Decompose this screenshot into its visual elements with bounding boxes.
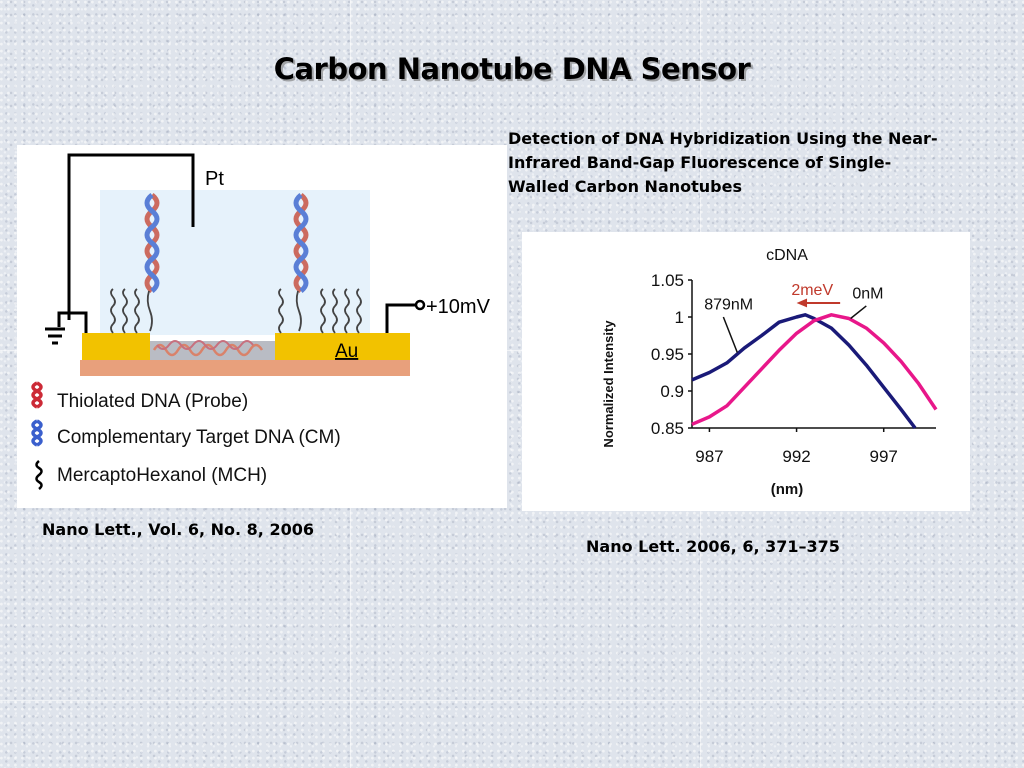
- pt-wire: [67, 153, 195, 320]
- x-axis-label: (nm): [771, 481, 804, 498]
- solution-region: [100, 190, 370, 335]
- black-squiggle-icon: [35, 460, 43, 490]
- y-axis-label: Normalized Intensity: [601, 320, 616, 448]
- substrate-layer: [80, 360, 410, 376]
- x-tick-label: 997: [870, 447, 898, 466]
- chart-axes: 0.85 0.9 0.95 1 1.05 987 992 997: [651, 271, 936, 466]
- gold-electrode-right: [275, 333, 410, 360]
- mch-group-left: [110, 288, 140, 334]
- x-tick-label: 992: [782, 447, 810, 466]
- series-label-0nM: 0nM: [852, 286, 883, 303]
- y-tick-label: 0.9: [660, 382, 684, 401]
- legend: Thiolated DNA (Probe) Complementary Targ…: [31, 381, 341, 490]
- sensor-diagram-panel: Pt +10mV Au: [17, 145, 507, 508]
- pt-label: Pt: [205, 168, 224, 190]
- nanotube-dna-wrap: [156, 340, 254, 350]
- series-line-0nM: [691, 313, 938, 426]
- red-helix-icon: [31, 381, 43, 409]
- chart-lines: [691, 298, 938, 430]
- ground-wire: [57, 311, 88, 333]
- fluorescence-chart-panel: cDNA Normalized Intensity (nm) 0.85 0.9 0.…: [522, 232, 970, 511]
- voltage-wire: [385, 303, 415, 333]
- left-caption: Nano Lett., Vol. 6, No. 8, 2006: [42, 520, 314, 539]
- shift-annotation: 2meV: [791, 282, 833, 299]
- shift-arrow-head-icon: [796, 298, 808, 308]
- y-tick-label: 1.05: [651, 271, 684, 290]
- pointer-line: [850, 305, 867, 320]
- dna-helix-right: [293, 193, 309, 332]
- legend-label: Complementary Target DNA (CM): [57, 427, 341, 448]
- y-tick-label: 0.95: [651, 345, 684, 364]
- legend-label: Thiolated DNA (Probe): [57, 391, 248, 412]
- voltage-label: +10mV: [426, 296, 491, 318]
- description-line: Detection of DNA Hybridization Using the…: [508, 129, 938, 148]
- description-line: Infrared Band-Gap Fluorescence of Single…: [508, 153, 892, 172]
- slide-title: Carbon Nanotube DNA Sensor: [273, 52, 751, 86]
- y-tick-label: 0.85: [651, 419, 684, 438]
- nanotube-dna-wrap: [152, 343, 264, 357]
- background-tile-line: [0, 350, 1024, 351]
- series-line-879nM: [691, 313, 917, 430]
- description: Detection of DNA Hybridization Using the…: [508, 127, 1008, 199]
- series-label-879nM: 879nM: [704, 297, 753, 314]
- fluorescence-chart: cDNA Normalized Intensity (nm) 0.850.90.…: [601, 247, 938, 498]
- pointer-line: [722, 316, 739, 353]
- sensor-diagram: Pt +10mV Au: [31, 153, 491, 490]
- dna-helix-left: [144, 193, 160, 332]
- description-line: Walled Carbon Nanotubes: [508, 177, 742, 196]
- gold-electrode-left: [82, 333, 150, 360]
- mch-group-right: [278, 288, 362, 334]
- y-tick-label: 1: [675, 308, 684, 327]
- au-label: Au: [335, 341, 358, 362]
- background-tile-line: [0, 700, 1024, 701]
- terminal-icon: [414, 299, 426, 311]
- chart-annotations: 879nM 0nM 2meV: [704, 282, 883, 314]
- x-tick-label: 987: [695, 447, 723, 466]
- right-caption: Nano Lett. 2006, 6, 371–375: [586, 537, 840, 556]
- legend-label: MercaptoHexanol (MCH): [57, 465, 267, 486]
- blue-helix-icon: [31, 419, 43, 447]
- chart-title: cDNA: [766, 247, 808, 264]
